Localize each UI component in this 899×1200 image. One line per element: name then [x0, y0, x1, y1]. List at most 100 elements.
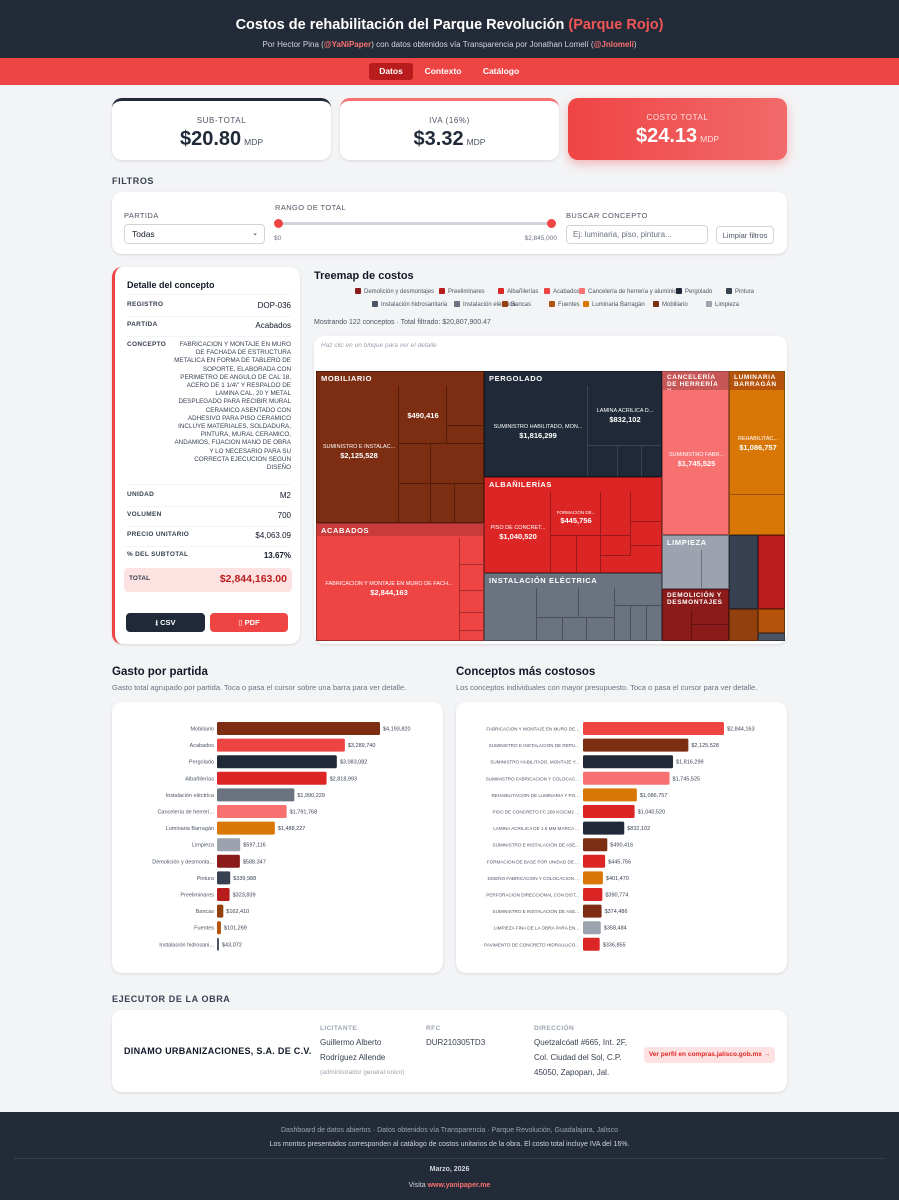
pdf-button[interactable]: ▯ PDF — [210, 613, 288, 632]
bar-value-label: $1,990,229 — [297, 793, 325, 799]
bar[interactable] — [583, 788, 637, 802]
bar[interactable] — [217, 805, 287, 818]
bar-value-label: $43,072 — [222, 942, 242, 948]
bar-value-label: $374,486 — [605, 909, 628, 915]
bar-category-label: Preeliminares — [180, 893, 214, 899]
treemap-group-albanilerias[interactable]: ALBAÑILERÍAS PISO DE CONCRET... $1,040,52… — [484, 477, 662, 573]
bar[interactable] — [217, 937, 219, 951]
range-handle-max[interactable] — [547, 219, 556, 228]
legend-item: Instalación eléctrica — [454, 301, 516, 308]
bar[interactable] — [583, 854, 606, 868]
concept-detail-card: Detalle del concepto REGISTRO DOP-036 PAR… — [112, 267, 300, 644]
clear-filters-button[interactable]: Limpiar filtros — [716, 226, 774, 244]
bar[interactable] — [217, 755, 337, 769]
bar-value-label: $832,102 — [627, 826, 650, 832]
legend-label: Cancelería de herrería y aluminio — [588, 289, 677, 295]
legend-swatch — [355, 288, 361, 294]
bar-category-label: Fuentes — [194, 926, 214, 932]
treemap-group-pergolado[interactable]: PERGOLADO SUMINISTRO HABILITADO, MON... $… — [484, 371, 662, 477]
tab-datos[interactable]: Datos — [369, 63, 413, 80]
range-handle-min[interactable] — [274, 219, 283, 228]
compras-profile-link[interactable]: Ver perfil en compras.jalisco.gob.mx → — [644, 1047, 775, 1063]
tab-contexto[interactable]: Contexto — [424, 66, 462, 76]
treemap-group-limpieza[interactable]: LIMPIEZA — [662, 535, 729, 589]
ejecutor-card: DINAMO URBANIZACIONES, S.A. DE C.V. LICI… — [112, 1010, 787, 1092]
bar[interactable] — [583, 888, 603, 901]
bar[interactable] — [217, 871, 231, 885]
bar-category-label: FORMACION DE BASE POR UNIDAD DE ... — [487, 859, 579, 864]
legend-item: Limpieza — [706, 301, 739, 308]
treemap-group-electrica[interactable]: INSTALACIÓN ELÉCTRICA — [484, 573, 662, 641]
legend-label: Instalación hidrosanitaria — [381, 302, 448, 308]
tab-catalogo[interactable]: Catálogo — [482, 66, 520, 76]
bar[interactable] — [217, 771, 327, 785]
bar-value-label: $3,083,082 — [340, 760, 368, 766]
bar[interactable] — [583, 771, 670, 785]
legend-label: Pergolado — [685, 289, 713, 295]
bar-value-label: $1,488,227 — [278, 826, 306, 832]
legend-swatch — [502, 301, 508, 307]
treemap-group-pintura[interactable] — [729, 535, 758, 609]
legend-item: Fuentes — [549, 301, 580, 308]
document-icon: ▯ — [238, 618, 245, 627]
csv-button[interactable]: ⭳ CSV — [126, 613, 205, 632]
detail-registro: REGISTRO DOP-036 — [127, 301, 291, 317]
bar[interactable] — [583, 904, 602, 918]
legend-swatch — [583, 301, 589, 307]
bar[interactable] — [583, 821, 625, 835]
bar[interactable] — [217, 921, 221, 935]
bar-category-label: Pintura — [197, 876, 215, 882]
bar-category-label: Instalación hidrosani... — [159, 942, 214, 948]
chevron-down-icon: ⌄ — [252, 230, 258, 237]
treemap-group-preeliminares[interactable] — [758, 535, 785, 609]
treemap-cell[interactable] — [588, 386, 661, 446]
bar[interactable] — [217, 722, 380, 735]
bar[interactable] — [217, 788, 295, 802]
bar[interactable] — [217, 888, 230, 901]
author-link[interactable]: @YaNiPaper — [323, 40, 372, 49]
bar-category-label: Cancelería de herrerí... — [157, 810, 214, 816]
legend-swatch — [372, 301, 378, 307]
bar[interactable] — [217, 854, 240, 868]
page-footer: Dashboard de datos abiertos · Datos obte… — [0, 1112, 899, 1200]
bar[interactable] — [217, 821, 275, 835]
bar[interactable] — [583, 937, 600, 951]
treemap-cell[interactable] — [551, 492, 601, 536]
treemap-group-canceleria[interactable]: CANCELERÍA DE HERRERÍA Y SUMINISTRO FABR… — [662, 371, 729, 535]
treemap-group-hidrosanitaria[interactable] — [758, 633, 785, 641]
source-link[interactable]: @Jnlomeli — [593, 40, 634, 49]
search-input[interactable]: Ej: luminaria, piso, pintura... — [566, 225, 708, 244]
bar-value-label: $597,116 — [243, 843, 266, 849]
bar[interactable] — [583, 921, 601, 935]
bar-value-label: $1,745,525 — [673, 776, 701, 782]
range-track — [278, 222, 552, 225]
treemap-group-bancas[interactable] — [729, 609, 758, 641]
bar-value-label: $2,818,993 — [330, 776, 358, 782]
bar[interactable] — [217, 838, 241, 852]
nav-bar: Datos Contexto Catálogo — [0, 58, 899, 85]
rfc-value: DUR210305TD3 — [426, 1038, 486, 1047]
treemap-cell[interactable] — [399, 386, 447, 444]
treemap-group-acabados[interactable]: ACABADOS FABRICACION Y MONTAJE EN MURO D… — [316, 523, 484, 641]
bar-category-label: Acabados — [190, 743, 215, 749]
website-link[interactable]: www.yanipaper.me — [427, 1182, 491, 1189]
bar[interactable] — [583, 738, 689, 752]
bar[interactable] — [583, 838, 608, 852]
treemap-cell[interactable] — [317, 386, 399, 522]
bar[interactable] — [583, 755, 674, 769]
bar[interactable] — [217, 738, 345, 752]
treemap-group-demolicion[interactable]: DEMOLICIÓN Y DESMONTAJES — [662, 589, 729, 641]
treemap-group-fuentes[interactable] — [758, 609, 785, 633]
treemap-group-mobiliario[interactable]: MOBILIARIO SUMINISTRO E INSTALAC... $2,12… — [316, 371, 484, 523]
legend-swatch — [676, 288, 682, 294]
treemap-cell[interactable] — [485, 492, 551, 572]
bar[interactable] — [583, 805, 635, 818]
legend-swatch — [579, 288, 585, 294]
bar[interactable] — [583, 871, 603, 885]
bar[interactable] — [583, 722, 724, 735]
treemap-group-luminaria[interactable]: LUMINARIA BARRAGÁN REHABILITAC... $1,086,… — [729, 371, 785, 535]
bar[interactable] — [217, 904, 224, 918]
partida-select[interactable]: Todas ⌄ — [124, 224, 265, 244]
treemap-cell[interactable] — [485, 386, 588, 476]
conceptos-title: Conceptos más costosos — [456, 666, 596, 678]
